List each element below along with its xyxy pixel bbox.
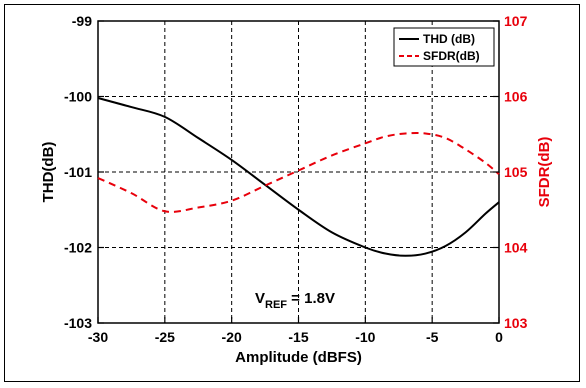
legend: THD (dB) SFDR(dB) <box>393 27 495 67</box>
left-y-axis-label: THD(dB) <box>40 142 57 203</box>
left-tick-label: -100 <box>64 89 92 105</box>
x-tick-label: -5 <box>426 329 439 345</box>
x-tick-label: 0 <box>495 329 503 345</box>
vref-annotation: VREF = 1.8V <box>255 290 335 311</box>
right-tick-label: 105 <box>504 164 528 180</box>
right-tick-label: 104 <box>504 240 528 256</box>
right-tick-label: 103 <box>504 315 528 331</box>
left-tick-label: -103 <box>64 315 92 331</box>
legend-label-sfdr: SFDR(dB) <box>423 49 480 63</box>
x-axis-label: Amplitude (dBFS) <box>235 349 362 366</box>
chart-frame: -99 -100 -101 -102 -103 107 106 105 104 103 -30-… <box>4 4 580 382</box>
left-tick-label: -99 <box>72 13 92 29</box>
annotation-subscript: REF <box>265 299 287 311</box>
sfdr-series-line <box>97 132 500 213</box>
annotation-main: V <box>255 290 265 307</box>
left-axis-ticks: -99 -100 -101 -102 -103 <box>64 13 104 331</box>
series-layer <box>97 97 500 257</box>
right-y-axis-label: SFDR(dB) <box>536 137 553 208</box>
x-tick-label: -20 <box>222 329 242 345</box>
x-tick-label: -30 <box>88 329 108 345</box>
x-tick-label: -25 <box>155 329 175 345</box>
legend-label-thd: THD (dB) <box>423 32 475 46</box>
annotation-rest: = 1.8V <box>287 290 335 307</box>
left-tick-label: -102 <box>64 240 92 256</box>
x-axis-ticks: -30 -25 -20 -15 -10 -5 0 <box>88 317 503 345</box>
x-tick-label: -15 <box>288 329 308 345</box>
right-tick-label: 107 <box>504 13 528 29</box>
right-axis-ticks: 107 106 105 104 103 <box>493 13 528 331</box>
thd-series-line <box>97 97 500 257</box>
x-tick-label: -10 <box>355 329 375 345</box>
right-tick-label: 106 <box>504 89 528 105</box>
left-tick-label: -101 <box>64 164 92 180</box>
legend-box <box>393 27 495 67</box>
grid <box>98 21 499 323</box>
